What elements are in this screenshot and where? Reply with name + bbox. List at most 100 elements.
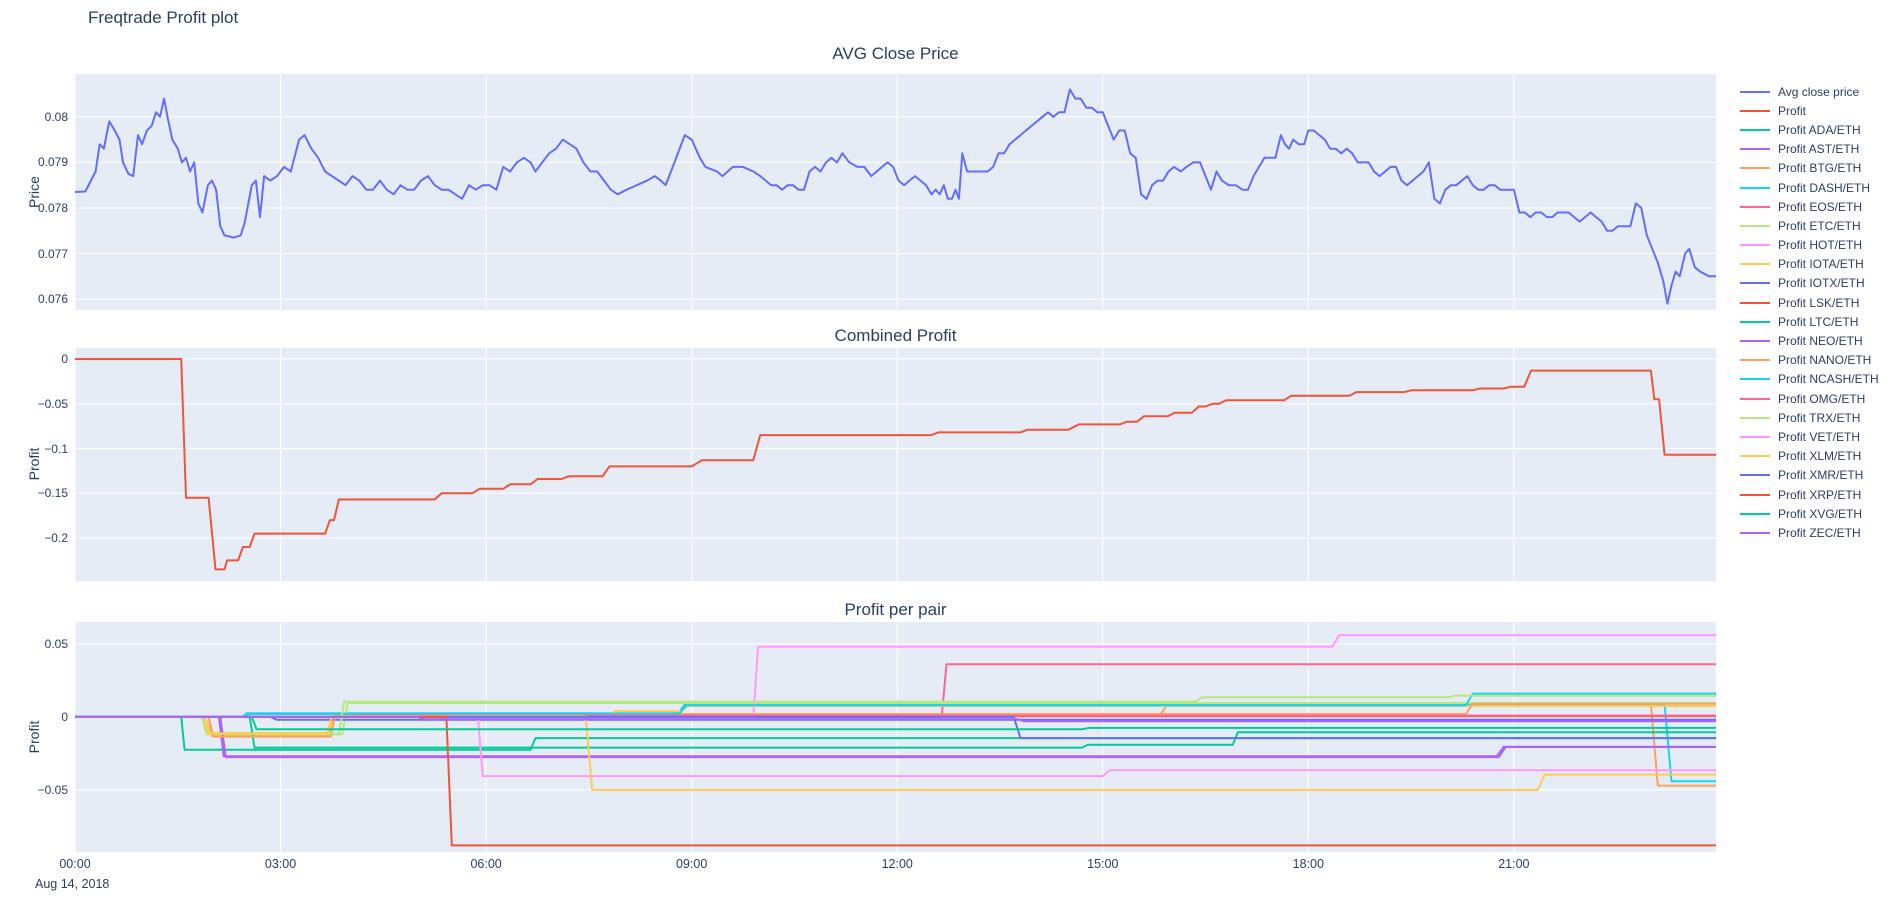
legend-line-sample: [1740, 474, 1770, 477]
legend-line-sample: [1740, 493, 1770, 496]
legend-line-sample: [1740, 531, 1770, 534]
avg-close-price-title: AVG Close Price: [832, 44, 959, 63]
legend-item-label: Profit ADA/ETH: [1778, 122, 1861, 137]
legend-item-profit-vet-eth[interactable]: Profit VET/ETH: [1740, 427, 1879, 446]
legend-line-sample: [1740, 167, 1770, 170]
legend-item-label: Profit ETC/ETH: [1778, 218, 1861, 233]
legend-line-sample: [1740, 148, 1770, 151]
legend-item-label: Profit BTG/ETH: [1778, 161, 1862, 176]
legend-line-sample: [1740, 109, 1770, 112]
legend-item-profit-xrp-eth[interactable]: Profit XRP/ETH: [1740, 485, 1879, 504]
legend-item-label: Profit DASH/ETH: [1778, 180, 1871, 195]
series-profit-zec-eth[interactable]: [75, 715, 1716, 723]
legend-line-sample: [1740, 340, 1770, 343]
combined-profit-title: Combined Profit: [834, 326, 957, 345]
legend-item-profit-lsk-eth[interactable]: Profit LSK/ETH: [1740, 293, 1879, 312]
combined-profit-plot[interactable]: [75, 348, 1716, 581]
profit-per-pair-canvas[interactable]: [75, 622, 1716, 852]
legend-item-label: Profit IOTX/ETH: [1778, 276, 1865, 291]
legend-item-profit[interactable]: Profit: [1740, 101, 1879, 120]
legend-item-label: Profit NCASH/ETH: [1778, 372, 1879, 387]
legend-item-label: Profit XRP/ETH: [1778, 487, 1862, 502]
legend-item-profit-xvg-eth[interactable]: Profit XVG/ETH: [1740, 504, 1879, 523]
y-tick-label: 0.078: [37, 200, 68, 215]
legend-item-profit-ltc-eth[interactable]: Profit LTC/ETH: [1740, 312, 1879, 331]
legend-item-profit-omg-eth[interactable]: Profit OMG/ETH: [1740, 389, 1879, 408]
legend-item-profit-xmr-eth[interactable]: Profit XMR/ETH: [1740, 466, 1879, 485]
legend-item-profit-btg-eth[interactable]: Profit BTG/ETH: [1740, 159, 1879, 178]
legend-item-avg-close-price[interactable]: Avg close price: [1740, 82, 1879, 101]
legend-item-profit-zec-eth[interactable]: Profit ZEC/ETH: [1740, 523, 1879, 542]
y-tick-label: 0.05: [44, 636, 68, 651]
legend-item-label: Profit LTC/ETH: [1778, 314, 1859, 329]
legend-line-sample: [1740, 282, 1770, 285]
profit-per-pair-title: Profit per pair: [844, 600, 947, 619]
legend-item-profit-dash-eth[interactable]: Profit DASH/ETH: [1740, 178, 1879, 197]
x-tick-label: 15:00: [1087, 857, 1119, 871]
x-tick-label: 06:00: [470, 857, 502, 871]
legend-item-profit-iota-eth[interactable]: Profit IOTA/ETH: [1740, 255, 1879, 274]
legend-line-sample: [1740, 301, 1770, 304]
series-avg-close-price[interactable]: [75, 88, 1716, 305]
legend-item-label: Profit OMG/ETH: [1778, 391, 1866, 406]
legend-line-sample: [1740, 205, 1770, 208]
legend-item-profit-neo-eth[interactable]: Profit NEO/ETH: [1740, 331, 1879, 350]
legend-line-sample: [1740, 359, 1770, 362]
legend-item-profit-iotx-eth[interactable]: Profit IOTX/ETH: [1740, 274, 1879, 293]
series-profit-ltc-eth[interactable]: [75, 715, 1716, 749]
x-tick-label: 12:00: [881, 857, 913, 871]
legend-line-sample: [1740, 186, 1770, 189]
y-tick-label: 0.076: [37, 292, 68, 307]
legend-line-sample: [1740, 224, 1770, 227]
legend-item-label: Profit: [1778, 103, 1807, 118]
legend-line-sample: [1740, 90, 1770, 93]
legend: Avg close price Profit Profit ADA/ETH Profi…: [1740, 82, 1879, 543]
series-profit[interactable]: [75, 358, 1716, 571]
x-tick-label: 21:00: [1498, 857, 1530, 871]
legend-item-profit-xlm-eth[interactable]: Profit XLM/ETH: [1740, 447, 1879, 466]
x-tick-label: 03:00: [264, 857, 297, 871]
legend-item-label: Profit NEO/ETH: [1778, 334, 1863, 349]
legend-item-profit-nano-eth[interactable]: Profit NANO/ETH: [1740, 351, 1879, 370]
legend-item-label: Profit ZEC/ETH: [1778, 525, 1861, 540]
legend-item-profit-hot-eth[interactable]: Profit HOT/ETH: [1740, 236, 1879, 255]
legend-item-profit-trx-eth[interactable]: Profit TRX/ETH: [1740, 408, 1879, 427]
legend-item-profit-ncash-eth[interactable]: Profit NCASH/ETH: [1740, 370, 1879, 389]
legend-line-sample: [1740, 416, 1770, 419]
x-tick-label: 18:00: [1292, 857, 1324, 871]
legend-line-sample: [1740, 435, 1770, 438]
y-tick-label: −0.05: [37, 782, 68, 797]
avg-close-price-canvas[interactable]: [75, 74, 1716, 310]
legend-line-sample: [1740, 378, 1770, 381]
legend-item-profit-eos-eth[interactable]: Profit EOS/ETH: [1740, 197, 1879, 216]
combined-profit-canvas[interactable]: [75, 348, 1716, 581]
profit-per-pair-plot[interactable]: [75, 622, 1716, 852]
legend-item-profit-ast-eth[interactable]: Profit AST/ETH: [1740, 140, 1879, 159]
legend-item-label: Profit NANO/ETH: [1778, 353, 1872, 368]
legend-item-label: Profit HOT/ETH: [1778, 238, 1863, 253]
y-tick-label: 0: [61, 709, 68, 724]
legend-line-sample: [1740, 455, 1770, 458]
legend-line-sample: [1740, 320, 1770, 323]
legend-item-label: Profit XLM/ETH: [1778, 449, 1862, 464]
y-tick-label: 0.079: [37, 155, 68, 170]
avg-close-price-plot[interactable]: [75, 74, 1716, 310]
legend-item-profit-etc-eth[interactable]: Profit ETC/ETH: [1740, 216, 1879, 235]
x-tick-label: 09:00: [676, 857, 708, 871]
y-tick-label: −0.15: [37, 486, 68, 501]
series-profit-vet-eth[interactable]: [75, 715, 1716, 778]
y-tick-label: 0.077: [37, 246, 68, 261]
legend-item-label: Profit IOTA/ETH: [1778, 257, 1864, 272]
legend-item-label: Profit XVG/ETH: [1778, 506, 1863, 521]
x-axis-date-label: Aug 14, 2018: [35, 877, 110, 891]
y-tick-label: −0.1: [44, 441, 68, 456]
legend-line-sample: [1740, 128, 1770, 131]
y-tick-label: −0.05: [37, 396, 68, 411]
legend-item-label: Avg close price: [1778, 84, 1860, 99]
legend-line-sample: [1740, 512, 1770, 515]
series-profit-xmr-eth[interactable]: [75, 715, 1716, 740]
page-title: Freqtrade Profit plot: [88, 8, 239, 27]
legend-item-profit-ada-eth[interactable]: Profit ADA/ETH: [1740, 120, 1879, 139]
x-tick-label: 00:00: [59, 857, 91, 871]
